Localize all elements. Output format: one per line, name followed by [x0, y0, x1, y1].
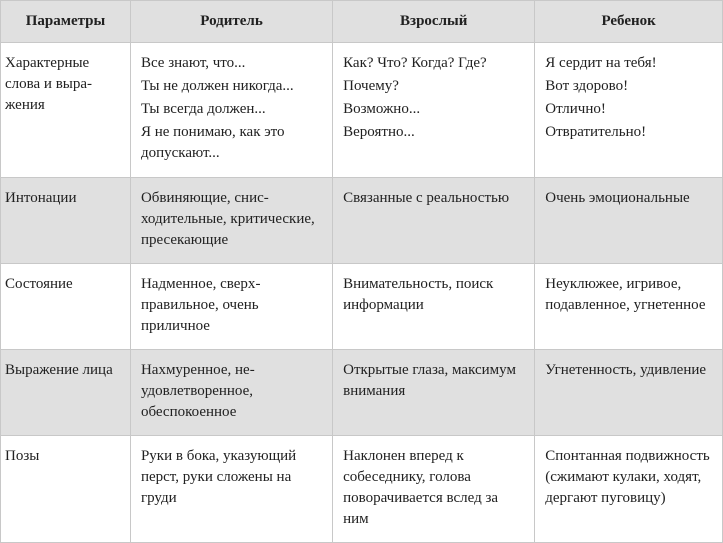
- cell-text: Я не понимаю, как это допускают...: [141, 122, 322, 164]
- cell-text: Наклонен вперед к собеседнику, голо­ва п…: [343, 446, 524, 530]
- col-header-params: Параметры: [1, 1, 131, 43]
- table-header-row: Параметры Родитель Взрослый Ребенок: [1, 1, 723, 43]
- cell-text: Руки в бока, указую­щий перст, руки сло­…: [141, 446, 322, 509]
- table-cell: Надменное, сверх­правильное, очень прили…: [130, 263, 332, 349]
- table-body: Характерные слова и выра­женияВсе знают,…: [1, 43, 723, 543]
- table-row: Интонации Обвиняющие, снис­ходительные, к…: [1, 177, 723, 263]
- table-cell: Я сердит на тебя!Вот здорово!Отлично!Отв…: [535, 43, 723, 178]
- table-cell: Выражение лица: [1, 349, 131, 435]
- cell-text: Состояние: [5, 274, 120, 295]
- cell-text: Характерные слова и выра­жения: [5, 53, 120, 116]
- cell-text: Открытые глаза, максимум внима­ния: [343, 360, 524, 402]
- col-header-parent: Родитель: [130, 1, 332, 43]
- cell-text: Вероятно...: [343, 122, 524, 143]
- cell-text: Обвиняющие, снис­ходительные, крити­ческ…: [141, 188, 322, 251]
- table-cell: Неуклюжее, иг­ривое, подавлен­ное, угнет…: [535, 263, 723, 349]
- cell-text: Ты не должен нико­гда...: [141, 76, 322, 97]
- col-header-child: Ребенок: [535, 1, 723, 43]
- cell-text: Позы: [5, 446, 120, 467]
- cell-text: Ты всегда должен...: [141, 99, 322, 120]
- cell-text: Отлично!: [545, 99, 712, 120]
- cell-text: Очень эмоцио­нальные: [545, 188, 712, 209]
- col-header-adult: Взрослый: [333, 1, 535, 43]
- table-cell: Наклонен вперед к собеседнику, голо­ва п…: [333, 435, 535, 542]
- table-cell: Связанные с ре­альностью: [333, 177, 535, 263]
- table-cell: Обвиняющие, снис­ходительные, крити­ческ…: [130, 177, 332, 263]
- table-cell: Интонации: [1, 177, 131, 263]
- table-row: Позы Руки в бока, указую­щий перст, руки …: [1, 435, 723, 542]
- table-row: Характерные слова и выра­женияВсе знают,…: [1, 43, 723, 178]
- table-cell: Угнетенность, удивление: [535, 349, 723, 435]
- table-cell: Нахмуренное, не­удовлетворенное, обеспок…: [130, 349, 332, 435]
- cell-text: Нахмуренное, не­удовлетворенное, обеспок…: [141, 360, 322, 423]
- table-cell: Характерные слова и выра­жения: [1, 43, 131, 178]
- cell-text: Связанные с ре­альностью: [343, 188, 524, 209]
- table-cell: Состояние: [1, 263, 131, 349]
- cell-text: Интонации: [5, 188, 120, 209]
- cell-text: Угнетенность, удивление: [545, 360, 712, 381]
- cell-text: Возможно...: [343, 99, 524, 120]
- cell-text: Почему?: [343, 76, 524, 97]
- table-cell: Позы: [1, 435, 131, 542]
- cell-text: Надменное, сверх­правильное, очень прили…: [141, 274, 322, 337]
- table-row: Состояние Надменное, сверх­правильное, оч…: [1, 263, 723, 349]
- cell-text: Внимательность, поиск информа­ции: [343, 274, 524, 316]
- table-cell: Внимательность, поиск информа­ции: [333, 263, 535, 349]
- cell-text: Неуклюжее, иг­ривое, подавлен­ное, угнет…: [545, 274, 712, 316]
- cell-text: Вот здорово!: [545, 76, 712, 97]
- table-cell: Все знают, что...Ты не должен нико­гда..…: [130, 43, 332, 178]
- table-cell: Открытые глаза, максимум внима­ния: [333, 349, 535, 435]
- cell-text: Как? Что? Когда? Где?: [343, 53, 524, 74]
- table-cell: Руки в бока, указую­щий перст, руки сло­…: [130, 435, 332, 542]
- cell-text: Отвратительно!: [545, 122, 712, 143]
- table-row: Выражение лица Нахмуренное, не­удовлетвор…: [1, 349, 723, 435]
- table-cell: Очень эмоцио­нальные: [535, 177, 723, 263]
- table-cell: Спонтанная под­вижность (сжи­мают кулаки…: [535, 435, 723, 542]
- table-cell: Как? Что? Когда? Где?Почему?Возможно...В…: [333, 43, 535, 178]
- ego-states-table: Параметры Родитель Взрослый Ребенок Хара…: [0, 0, 723, 543]
- cell-text: Я сердит на тебя!: [545, 53, 712, 74]
- cell-text: Спонтанная под­вижность (сжи­мают кулаки…: [545, 446, 712, 509]
- cell-text: Все знают, что...: [141, 53, 322, 74]
- cell-text: Выражение лица: [5, 360, 120, 381]
